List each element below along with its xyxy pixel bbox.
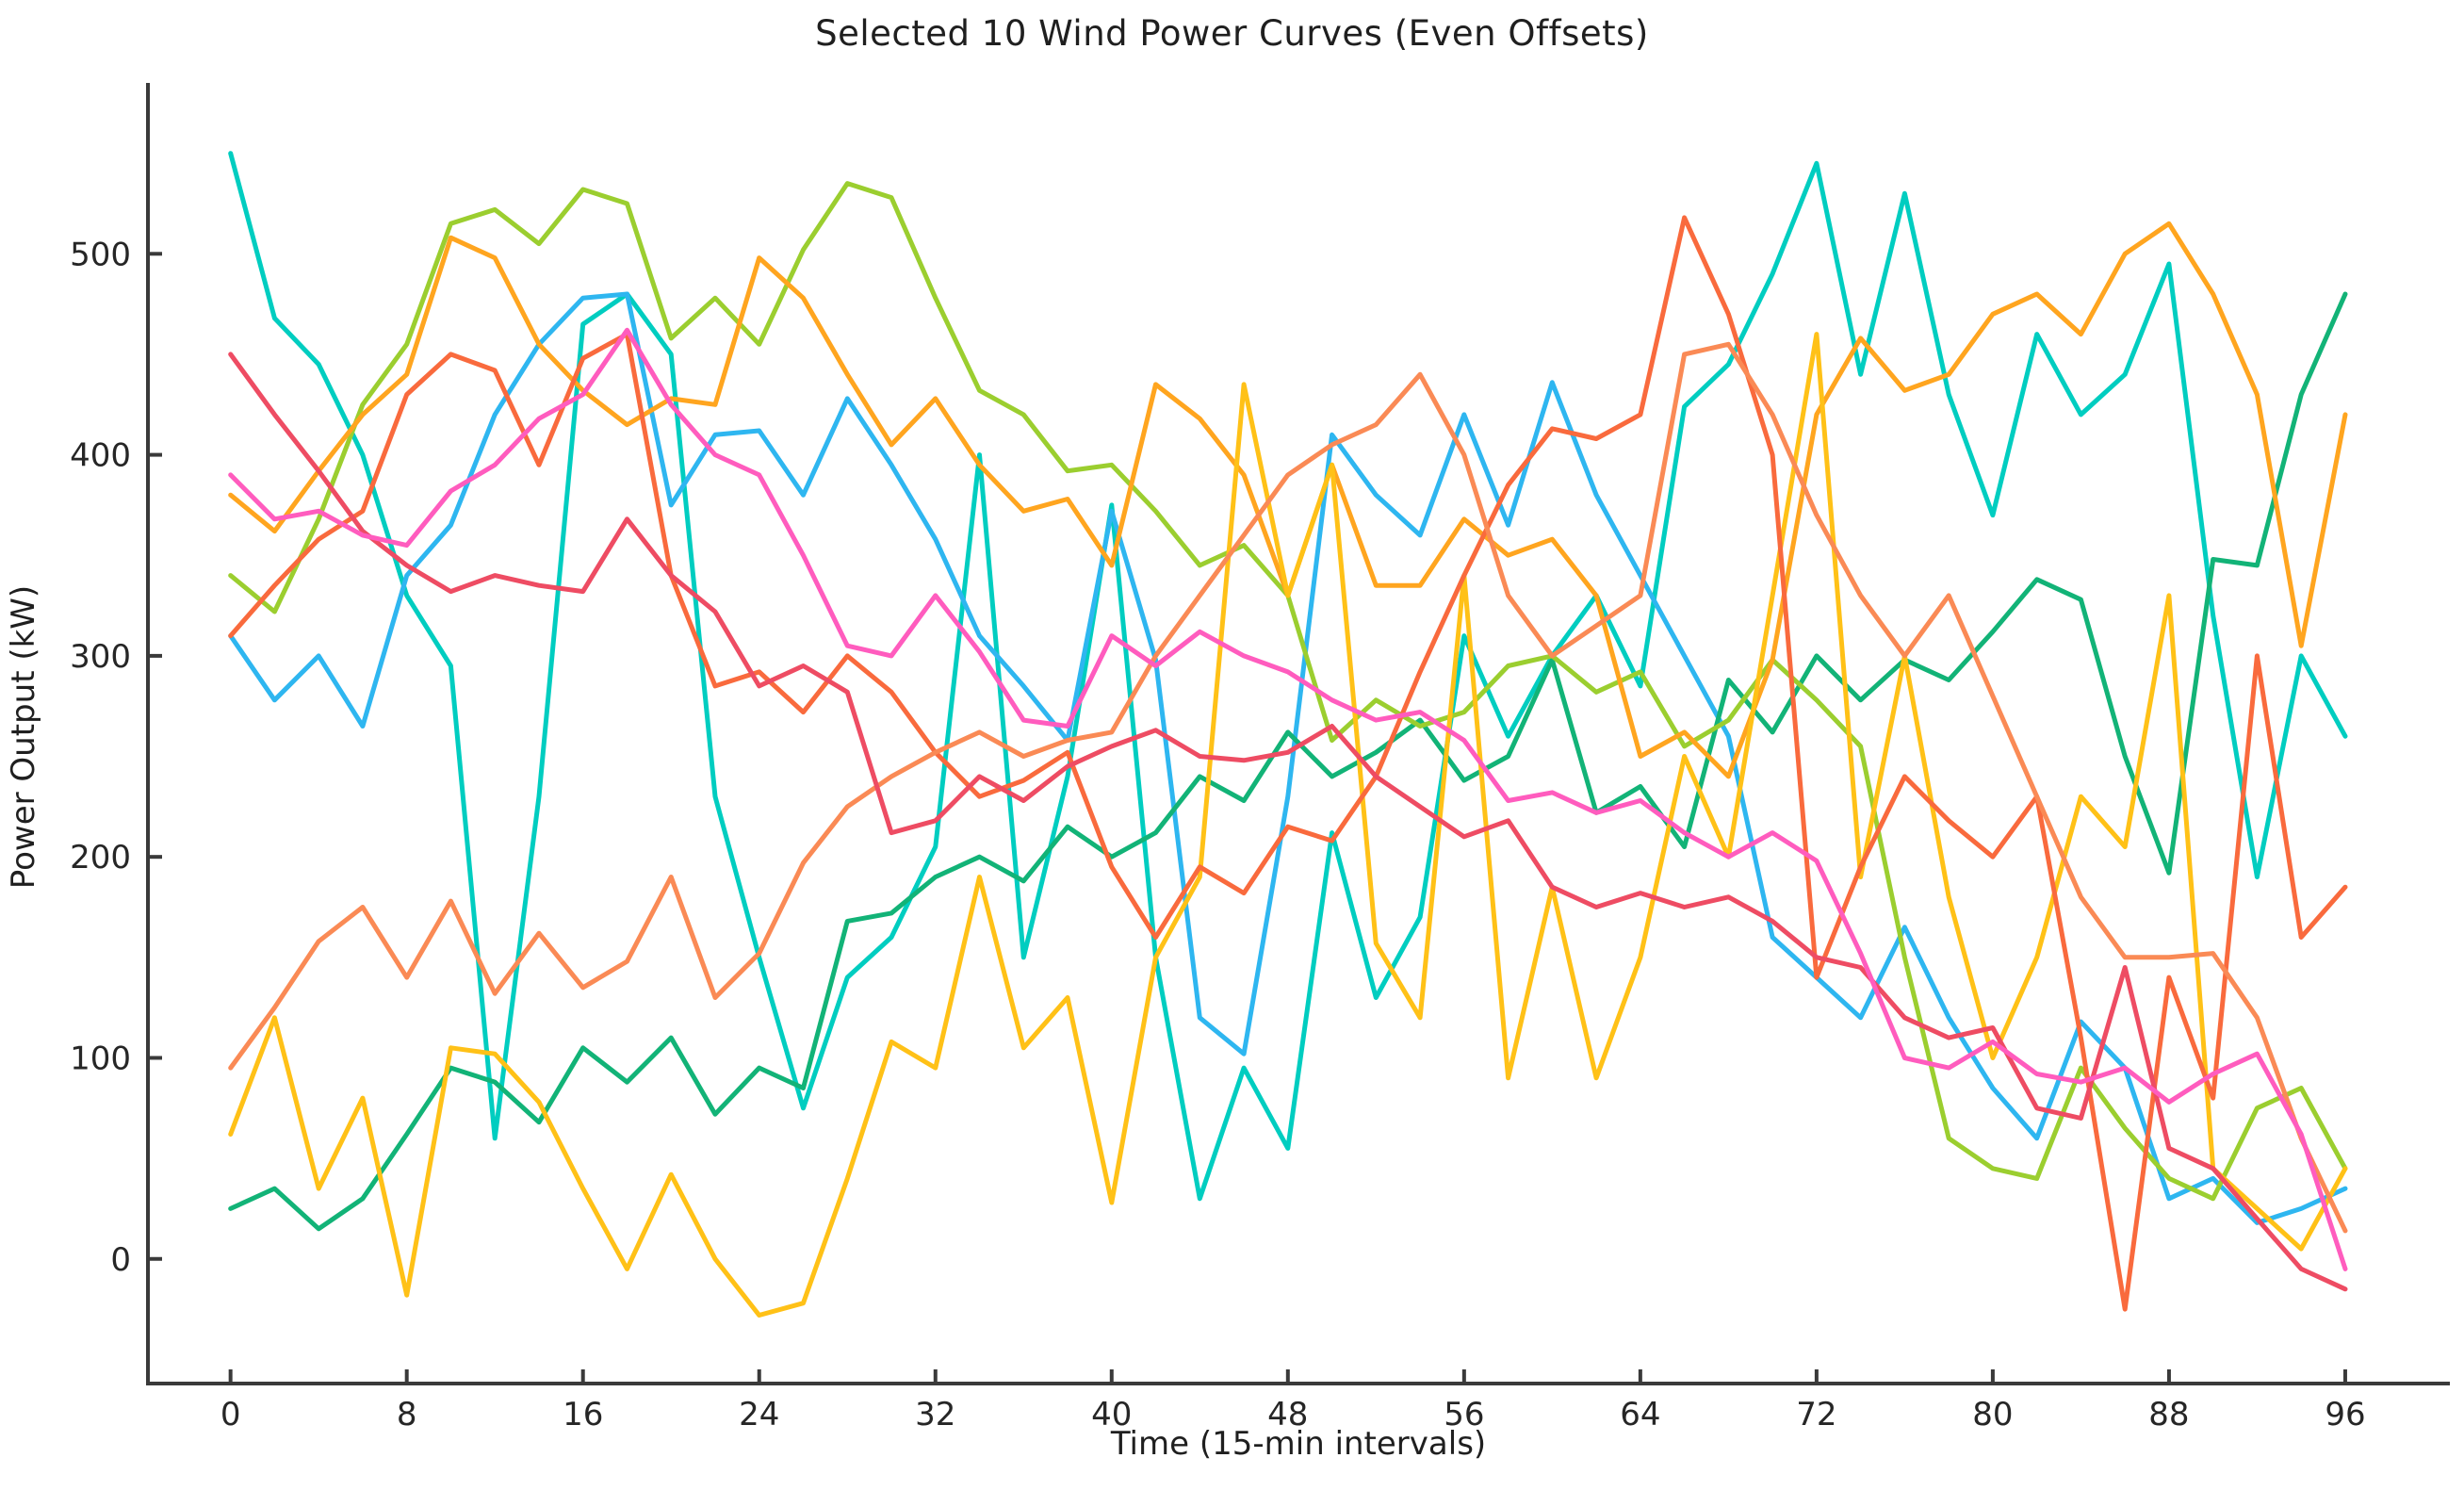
x-tick-label: 24 <box>739 1396 779 1433</box>
y-tick-label: 300 <box>70 638 131 676</box>
x-tick-label: 48 <box>1267 1396 1308 1433</box>
y-tick-label: 100 <box>70 1040 131 1077</box>
x-axis-label: Time (15-min intervals) <box>1110 1425 1487 1463</box>
x-tick-label: 80 <box>1972 1396 2013 1433</box>
x-tick-label: 16 <box>563 1396 603 1433</box>
x-tick-label: 8 <box>397 1396 417 1433</box>
y-tick-label: 400 <box>70 437 131 475</box>
chart-title: Selected 10 Wind Power Curves (Even Offs… <box>815 13 1649 54</box>
series-line-curve-6-gold <box>228 332 2348 1318</box>
y-tick-label: 500 <box>70 236 131 273</box>
x-tick-label: 0 <box>220 1396 241 1433</box>
x-tick-label: 72 <box>1796 1396 1836 1433</box>
y-axis-label: Power Output (kW) <box>5 584 42 890</box>
x-tick-label: 56 <box>1444 1396 1484 1433</box>
series-line-curve-7-tomato <box>228 215 2348 1312</box>
y-tick-label: 200 <box>70 839 131 876</box>
x-tick-label: 88 <box>2148 1396 2189 1433</box>
series-line-curve-3-mediumseagreen <box>228 291 2348 1232</box>
x-tick-label: 64 <box>1620 1396 1660 1433</box>
series-line-curve-1-darkturquoise <box>228 151 2348 1202</box>
series-line-curve-2-deepskyblue <box>228 291 2348 1225</box>
series-line-curve-9-crimson <box>228 352 2348 1292</box>
x-tick-label: 40 <box>1091 1396 1132 1433</box>
series-line-curve-8-coral <box>228 341 2348 1234</box>
y-tick-label: 0 <box>110 1241 131 1279</box>
series-line-curve-10-hotpink <box>228 327 2348 1271</box>
x-tick-label: 32 <box>915 1396 955 1433</box>
x-tick-label: 96 <box>2325 1396 2365 1433</box>
